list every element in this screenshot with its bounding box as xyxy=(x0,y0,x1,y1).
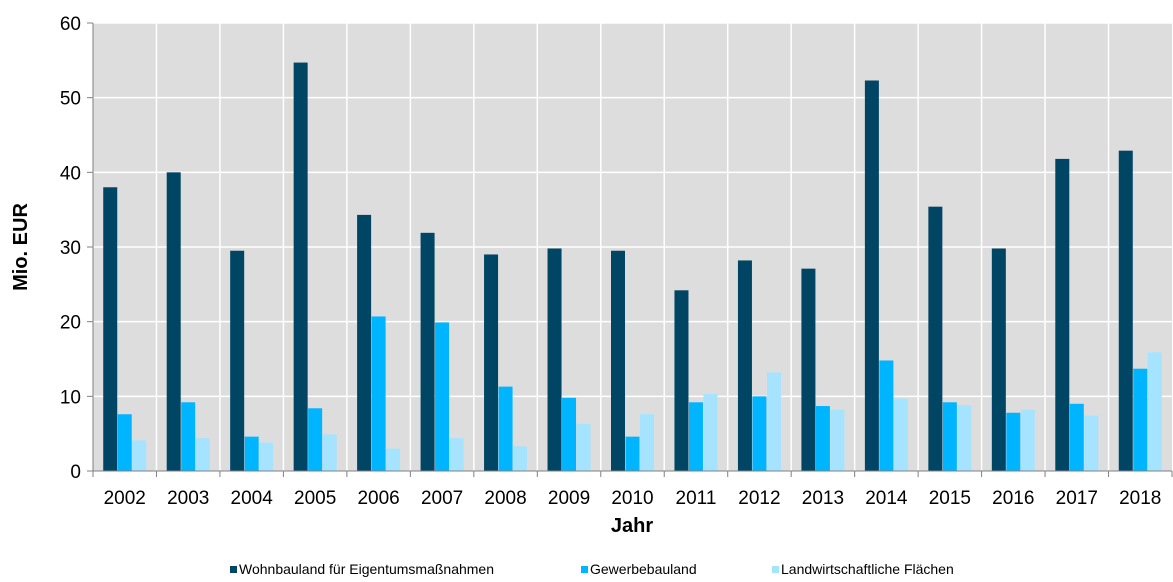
bar xyxy=(1055,158,1070,472)
bar xyxy=(640,414,654,471)
legend: Wohnbauland für Eigentumsmaßnahmen Gewerb… xyxy=(230,561,954,577)
x-tick-label: 2003 xyxy=(167,488,209,509)
x-tick-label: 2011 xyxy=(676,488,717,509)
x-tick-label: 2013 xyxy=(802,488,844,509)
bar xyxy=(293,62,308,471)
bar xyxy=(1147,352,1162,471)
bar xyxy=(322,434,337,471)
legend-label: Gewerbebauland xyxy=(590,561,697,577)
x-tick-label: 2006 xyxy=(357,488,399,509)
y-tick-label: 60 xyxy=(60,14,81,35)
x-tick-label: 2017 xyxy=(1056,488,1098,509)
bars xyxy=(103,62,1162,472)
bar xyxy=(611,250,625,471)
x-tick-label: 2004 xyxy=(231,488,274,509)
bar xyxy=(1006,412,1021,471)
bar xyxy=(928,206,943,471)
bar xyxy=(562,397,577,471)
legend-label: Wohnbauland für Eigentumsmaßnahmen xyxy=(239,561,494,577)
bar xyxy=(893,398,908,471)
y-tick-label: 30 xyxy=(60,238,81,259)
bar xyxy=(942,402,957,471)
bar xyxy=(576,423,591,471)
bar xyxy=(1133,368,1148,471)
bar xyxy=(801,268,816,471)
x-tick-label: 2005 xyxy=(294,488,336,509)
bar xyxy=(244,436,259,471)
bar xyxy=(308,408,323,471)
bar xyxy=(703,394,718,471)
bar xyxy=(498,386,513,471)
x-tick-label: 2008 xyxy=(484,488,526,509)
legend-label: Landwirtschaftliche Flächen xyxy=(781,561,954,577)
bar xyxy=(991,248,1006,471)
bar xyxy=(484,254,499,471)
legend-swatch xyxy=(581,566,588,573)
bar xyxy=(371,316,386,471)
x-tick-label: 2015 xyxy=(929,488,971,509)
x-tick-label: 2014 xyxy=(865,488,908,509)
bar xyxy=(357,214,372,472)
gridlines xyxy=(93,22,1172,471)
x-tick-label: 2009 xyxy=(548,488,590,509)
x-tick-label: 2012 xyxy=(738,488,780,509)
legend-swatch xyxy=(230,566,237,573)
y-tick-label: 50 xyxy=(60,89,81,110)
bar xyxy=(166,172,181,472)
bar xyxy=(830,409,845,471)
bar xyxy=(513,446,528,471)
bar xyxy=(386,448,401,471)
bar xyxy=(864,80,879,471)
x-tick-label: 2007 xyxy=(421,488,463,509)
bar xyxy=(688,402,703,471)
bar xyxy=(181,402,196,471)
bar xyxy=(1118,150,1133,471)
bar xyxy=(957,405,972,471)
x-axis-title: Jahr xyxy=(611,515,653,537)
bar xyxy=(117,414,132,471)
bar xyxy=(195,438,210,471)
bar xyxy=(259,442,274,471)
bar xyxy=(420,232,435,471)
y-tick-label: 0 xyxy=(70,462,81,483)
bar xyxy=(879,360,894,471)
y-tick-label: 10 xyxy=(60,387,81,408)
x-tick-label: 2018 xyxy=(1119,488,1161,509)
x-tick-label: 2016 xyxy=(992,488,1034,509)
bar xyxy=(547,248,562,471)
bar xyxy=(435,322,450,471)
bar xyxy=(737,260,752,471)
bar xyxy=(230,250,245,471)
axes: 0 10 20 30 40 50 60 2002 2003 2004 2005 2006 2007 200… xyxy=(60,14,1173,509)
bar xyxy=(766,372,781,471)
bar xyxy=(1084,415,1099,471)
y-tick-label: 20 xyxy=(60,313,81,334)
bar xyxy=(625,436,640,471)
bar xyxy=(1020,409,1035,471)
bar xyxy=(132,440,147,471)
y-tick-label: 40 xyxy=(60,163,81,184)
legend-swatch xyxy=(772,566,779,573)
bar xyxy=(752,396,767,471)
bar xyxy=(449,438,464,471)
y-axis-title: Mio. EUR xyxy=(10,203,32,291)
x-tick-label: 2002 xyxy=(104,488,146,509)
bar xyxy=(815,406,830,471)
bar xyxy=(103,187,118,471)
bar xyxy=(1069,403,1084,471)
bar xyxy=(674,290,689,471)
x-tick-label: 2010 xyxy=(611,488,653,509)
